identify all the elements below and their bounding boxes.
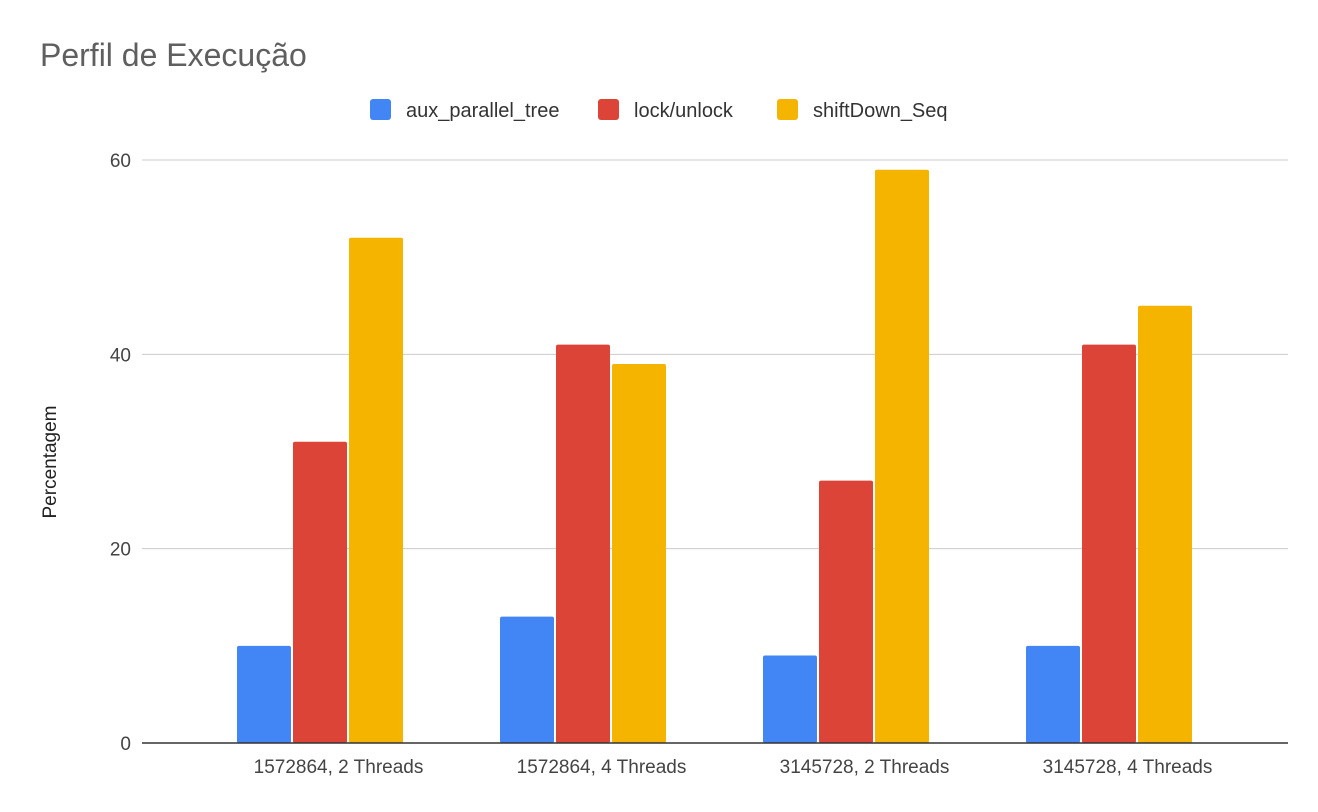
legend-label: aux_parallel_tree — [406, 100, 559, 122]
bar-aux-parallel-tree — [500, 616, 554, 743]
legend: aux_parallel_tree lock/unlock shiftDown_Se… — [370, 99, 948, 122]
x-tick-label: 3145728, 2 Threads — [780, 757, 950, 778]
bar-shiftdown-seq — [1138, 305, 1192, 743]
bar-aux-parallel-tree — [763, 655, 817, 743]
bar-lock-unlock — [1082, 344, 1136, 743]
legend-item: aux_parallel_tree — [370, 99, 559, 122]
x-axis-ticks: 1572864, 2 Threads 1572864, 4 Threads 3145… — [254, 757, 1213, 778]
bar-group — [1026, 305, 1192, 743]
bar-shiftdown-seq — [875, 169, 929, 743]
x-tick-label: 1572864, 4 Threads — [517, 757, 687, 778]
legend-label: lock/unlock — [634, 100, 734, 122]
y-axis-title: Percentagem — [40, 405, 61, 518]
legend-item: lock/unlock — [598, 99, 734, 122]
bar-lock-unlock — [293, 441, 347, 743]
y-tick-label: 40 — [110, 345, 131, 366]
y-tick-label: 60 — [110, 151, 131, 172]
y-tick-label: 0 — [120, 734, 131, 755]
bar-group — [763, 169, 929, 743]
chart-title: Perfil de Execução — [40, 37, 307, 73]
bars — [237, 169, 1192, 743]
legend-item: shiftDown_Seq — [777, 99, 948, 122]
bar-shiftdown-seq — [612, 364, 666, 743]
bar-aux-parallel-tree — [1026, 645, 1080, 743]
y-tick-label: 20 — [110, 540, 131, 561]
legend-swatch — [370, 99, 391, 120]
y-axis-ticks: 0 20 40 60 — [110, 151, 131, 755]
legend-swatch — [598, 99, 619, 120]
bar-group — [237, 237, 403, 743]
bar-group — [500, 344, 666, 743]
bar-lock-unlock — [819, 480, 873, 743]
legend-label: shiftDown_Seq — [813, 100, 948, 122]
bar-lock-unlock — [556, 344, 610, 743]
x-tick-label: 1572864, 2 Threads — [254, 757, 424, 778]
x-tick-label: 3145728, 4 Threads — [1043, 757, 1213, 778]
legend-swatch — [777, 99, 798, 120]
bar-aux-parallel-tree — [237, 645, 291, 743]
bar-shiftdown-seq — [349, 237, 403, 743]
